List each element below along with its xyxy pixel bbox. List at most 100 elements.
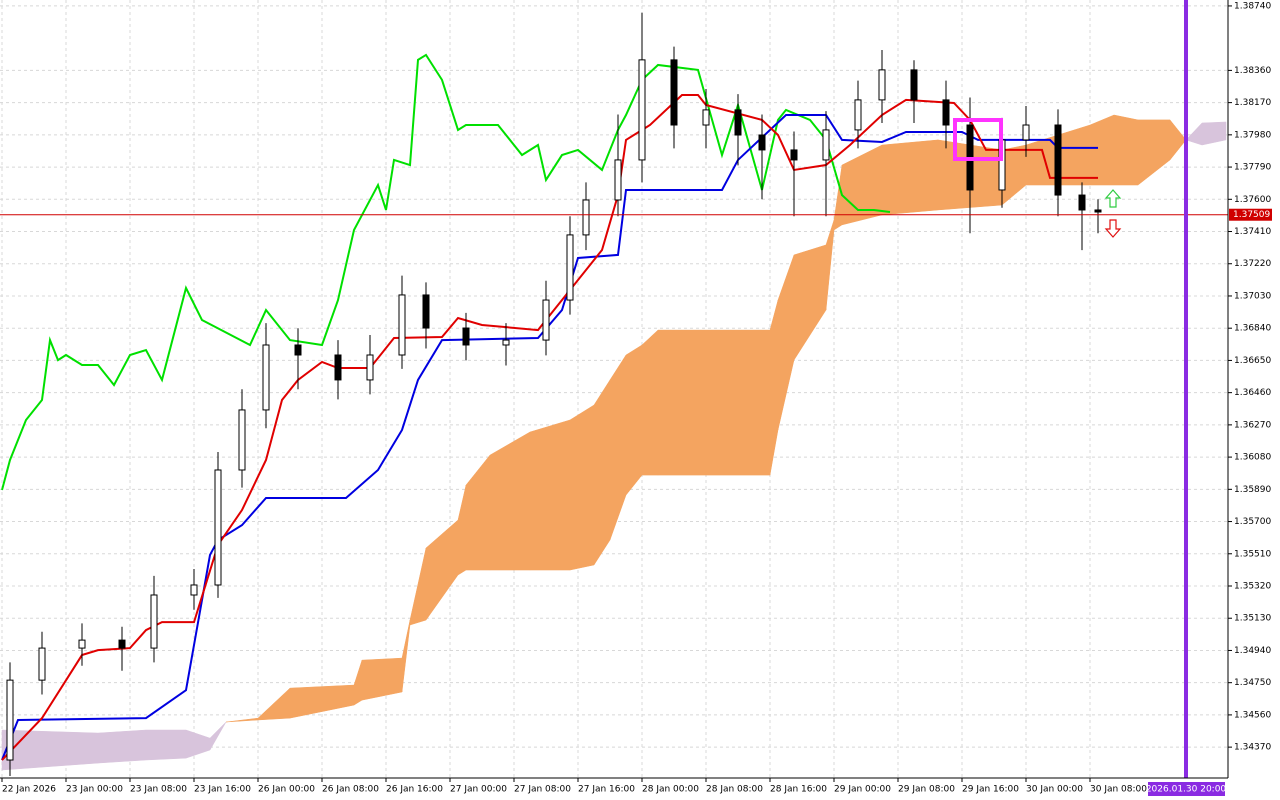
y-tick-label: 1.35510	[1234, 549, 1271, 559]
candle-body	[398, 294, 406, 356]
candle-body	[734, 109, 742, 136]
candle-body	[214, 469, 222, 586]
highlight-box	[953, 118, 1003, 161]
cloud-segment	[593, 379, 611, 566]
y-tick-label: 1.38170	[1234, 98, 1271, 108]
y-tick-label: 1.36080	[1234, 453, 1271, 463]
x-tick-label: 28 Jan 16:00	[770, 785, 827, 795]
candle-body	[38, 647, 46, 681]
cloud-segment	[641, 329, 659, 476]
y-tick-label: 1.35890	[1234, 485, 1271, 495]
y-tick-label: 1.37410	[1234, 227, 1271, 237]
x-tick-label: 27 Jan 00:00	[450, 785, 507, 795]
cloud-segment	[881, 139, 939, 216]
cloud-segment	[1169, 119, 1187, 161]
candle-body	[878, 69, 886, 101]
candle-body	[790, 149, 798, 161]
cloud-segment	[625, 344, 643, 496]
cloud-segment	[657, 329, 771, 476]
candle-body	[118, 639, 126, 649]
x-tick-label: 26 Jan 00:00	[258, 785, 315, 795]
y-tick-label: 1.38360	[1234, 66, 1271, 76]
y-tick-label: 1.36270	[1234, 420, 1271, 430]
candle-body	[422, 294, 430, 329]
candle-body	[366, 354, 374, 381]
y-tick-label: 1.35320	[1234, 582, 1271, 592]
price-label: 1.37509	[1233, 210, 1270, 220]
candle-body	[758, 134, 766, 151]
y-tick-label: 1.38740	[1234, 1, 1271, 11]
candle-body	[822, 129, 830, 161]
x-tick-label: 22 Jan 2026	[2, 785, 56, 795]
cloud-segment	[489, 431, 531, 571]
overlay	[0, 0, 1228, 778]
candle-body	[294, 344, 302, 356]
candle-body	[334, 354, 342, 381]
cloud-segment	[1, 729, 99, 771]
candle-body	[238, 409, 246, 471]
x-tick-label: 29 Jan 08:00	[898, 785, 955, 795]
x-tick-label: 27 Jan 16:00	[578, 785, 635, 795]
y-tick-label: 1.36650	[1234, 356, 1271, 366]
x-tick-label: 23 Jan 00:00	[66, 785, 123, 795]
cloud-segment	[1089, 114, 1115, 186]
y-tick-label: 1.36840	[1234, 324, 1271, 334]
candles	[6, 12, 1102, 776]
candle-body	[190, 584, 198, 596]
cloud-segment	[1113, 114, 1139, 186]
y-tick-label: 1.34940	[1234, 646, 1271, 656]
x-tick-label: 29 Jan 00:00	[834, 785, 891, 795]
cloud-segment	[209, 721, 227, 751]
cloud-segment	[1057, 124, 1091, 186]
candle-body	[614, 159, 622, 201]
candle-body	[582, 199, 590, 236]
y-tick-label: 1.37980	[1234, 130, 1271, 140]
cloud-segment	[97, 729, 147, 764]
candle-body	[462, 327, 470, 346]
x-tick-label: 27 Jan 08:00	[514, 785, 571, 795]
cursor-label: 2026.01.30 20:00	[1146, 785, 1227, 795]
y-tick-label: 1.34560	[1234, 710, 1271, 720]
candle-body	[78, 639, 86, 649]
candle-body	[1022, 124, 1030, 141]
candle-body	[1094, 209, 1102, 213]
cloud-segment	[529, 419, 571, 571]
y-tick-label: 1.37790	[1234, 163, 1271, 173]
candle-body	[854, 99, 862, 131]
y-tick-label: 1.36460	[1234, 388, 1271, 398]
x-tick-label: 28 Jan 08:00	[706, 785, 763, 795]
candle-body	[502, 339, 510, 346]
y-tick-label: 1.35700	[1234, 517, 1271, 527]
x-tick-label: 26 Jan 16:00	[386, 785, 443, 795]
candle-body	[942, 99, 950, 126]
candle-body	[638, 59, 646, 161]
candle-body	[566, 234, 574, 301]
y-tick-label: 1.35130	[1234, 614, 1271, 624]
x-tick-label: 23 Jan 08:00	[130, 785, 187, 795]
y-tick-label: 1.34370	[1234, 743, 1271, 753]
ichimoku-cloud	[1, 114, 1227, 771]
candle-body	[1078, 194, 1086, 211]
candle-body	[150, 594, 158, 649]
indicator-line	[1, 53, 891, 491]
sell-arrow	[1104, 219, 1122, 238]
y-tick-label: 1.37220	[1234, 259, 1271, 269]
cloud-segment	[569, 404, 595, 571]
cursor-label-box	[1148, 782, 1225, 796]
candle-body	[1054, 124, 1062, 196]
x-tick-label: 23 Jan 16:00	[194, 785, 251, 795]
price-label-box	[1229, 208, 1272, 221]
candle-body	[670, 59, 678, 126]
candle-body	[702, 109, 710, 126]
cloud-segment	[145, 729, 187, 761]
x-tick-label: 30 Jan 08:00	[1090, 785, 1147, 795]
y-tick-label: 1.37600	[1234, 195, 1271, 205]
x-tick-label: 26 Jan 08:00	[322, 785, 379, 795]
y-tick-label: 1.37030	[1234, 291, 1271, 301]
candle-body	[262, 344, 270, 411]
x-tick-label: 29 Jan 16:00	[962, 785, 1019, 795]
x-tick-label: 30 Jan 00:00	[1026, 785, 1083, 795]
